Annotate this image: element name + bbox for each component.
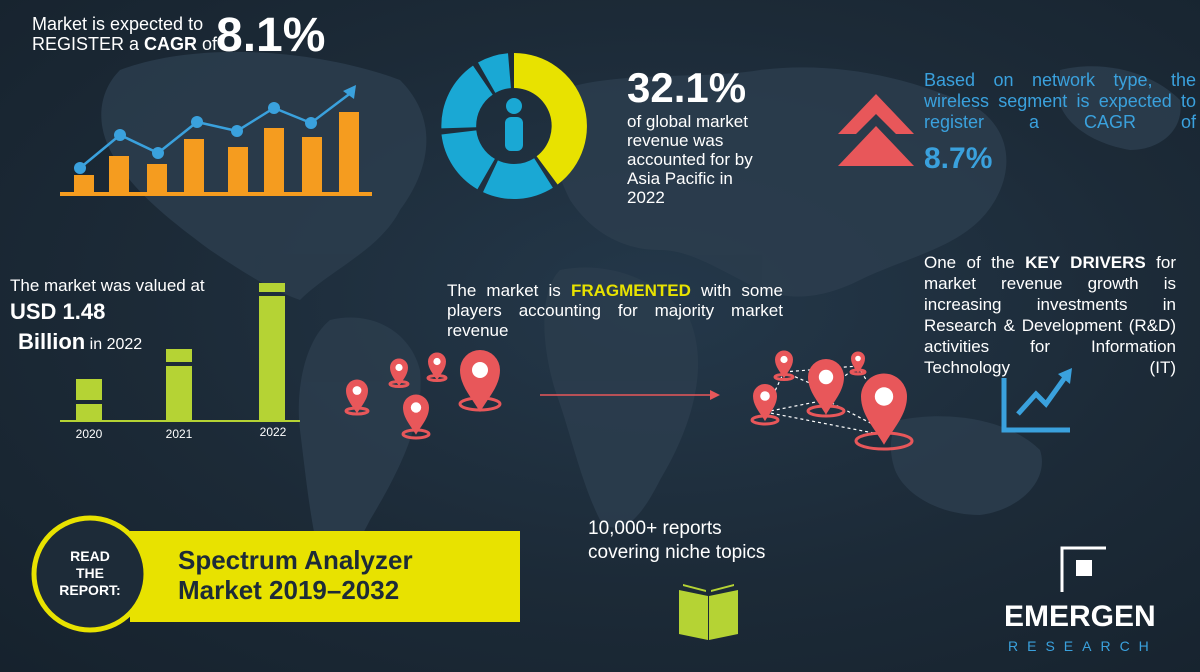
key-drivers-post: for market revenue growth is increasing … [924, 253, 1176, 377]
asia-pacific-description: of global market revenue was accounted f… [627, 112, 777, 207]
fragmented-highlight: FRAGMENTED [570, 281, 691, 300]
read-label-line1: READ [70, 548, 110, 564]
person-icon [505, 98, 523, 151]
growth-bar [339, 112, 359, 193]
donut-slice [483, 158, 553, 200]
cagr-intro-line1: Market is expected to [32, 14, 204, 34]
fragmented-post: with some players accounting for majorit… [447, 281, 783, 340]
growth-trend-line [79, 91, 353, 169]
cagr-intro-line2b: CAGR [144, 34, 198, 54]
read-label-line3: REPORT: [59, 582, 121, 598]
market-value-amount: USD 1.48 [10, 299, 106, 324]
fragmented-pre: The market is [447, 281, 571, 300]
growth-bar [228, 147, 248, 193]
asia-pacific-line4: Asia Pacific in [627, 169, 733, 188]
growth-trend-points [74, 102, 317, 174]
market-value-unit-word: Billion [18, 329, 86, 354]
cagr-intro-text: Market is expected to REGISTER a CAGR of [32, 14, 217, 54]
cagr-value: 8.1% [216, 9, 326, 62]
market-value-line1: The market was valued at [10, 276, 205, 295]
report-title-line1: Spectrum Analyzer [178, 545, 413, 575]
donut-slice-highlight [514, 53, 587, 185]
reports-line2: covering niche topics [588, 542, 766, 563]
growth-bar [147, 164, 167, 193]
read-report-label[interactable]: READ THE REPORT: [46, 548, 134, 599]
donut-slice [441, 65, 493, 129]
reports-line1: 10,000+ reports [588, 518, 722, 539]
trend-arrow-icon [343, 85, 356, 99]
read-report-circle [31, 515, 149, 633]
wireless-cagr-value: 8.7% [924, 142, 993, 175]
brand-name: EMERGEN [1004, 600, 1156, 633]
cagr-intro-line2a: REGISTER a [32, 34, 145, 54]
value-bar-2022 [259, 283, 285, 292]
asia-pacific-line3: accounted for by [627, 150, 753, 169]
brand-subtitle: RESEARCH [1008, 638, 1158, 654]
year-label-2022: 2022 [260, 425, 287, 439]
key-drivers-text: One of the KEY DRIVERS for market revenu… [924, 252, 1176, 378]
growth-bar [74, 175, 94, 193]
year-label-2021: 2021 [166, 427, 193, 441]
donut-slice [478, 53, 511, 93]
value-bar-2020 [76, 379, 102, 400]
year-label-2020: 2020 [76, 427, 103, 441]
key-drivers-pre: One of the [924, 253, 1026, 272]
key-drivers-highlight: KEY DRIVERS [1025, 253, 1146, 272]
asia-pacific-share: 32.1% [627, 64, 747, 111]
asia-pacific-line1: of global market [627, 112, 748, 131]
asia-pacific-line2: revenue was [627, 131, 724, 150]
growth-bar [184, 139, 204, 193]
fragmented-text: The market is FRAGMENTED with some playe… [447, 281, 783, 341]
report-title-line2: Market 2019–2032 [178, 575, 400, 605]
growth-bar [109, 156, 129, 193]
market-value-year: in 2022 [85, 336, 143, 353]
read-label-line2: THE [76, 565, 104, 581]
growth-bar [302, 137, 322, 193]
asia-pacific-line5: 2022 [627, 188, 665, 207]
reports-text: 10,000+ reports covering niche topics [588, 517, 765, 565]
value-bar-2021 [166, 349, 192, 362]
read-report-ribbon [130, 531, 520, 622]
growth-bar [264, 128, 284, 193]
cagr-intro-line2c: of [197, 34, 218, 54]
report-title-link[interactable]: Spectrum Analyzer Market 2019–2032 [178, 545, 413, 605]
donut-slice [441, 130, 495, 190]
market-value-unit: Billion in 2022 [18, 329, 142, 355]
wireless-segment-text: Based on network type, the wireless segm… [924, 70, 1196, 132]
